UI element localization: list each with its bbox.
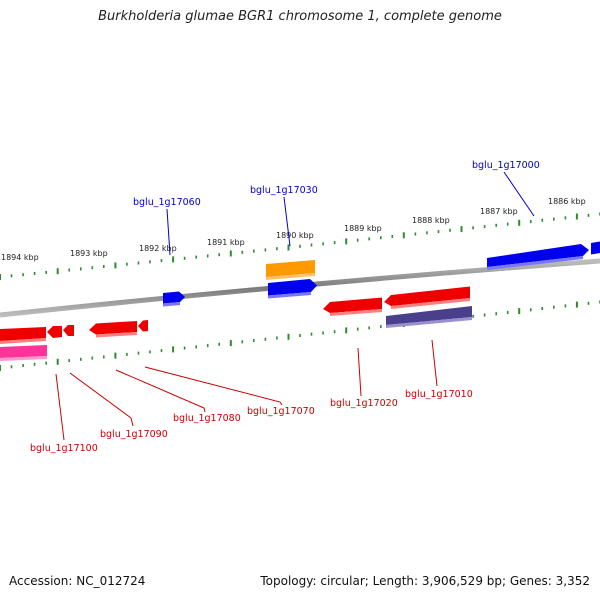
leader-line — [283, 196, 291, 247]
leader-line — [357, 347, 362, 397]
gene-shadow — [386, 317, 472, 328]
gene-shadow — [391, 298, 470, 309]
gene-shadow — [330, 309, 382, 316]
gene-shadow — [96, 332, 137, 338]
leader-line — [55, 373, 65, 441]
gene-orange-1890[interactable] — [266, 260, 315, 277]
gene-pink-1g17100[interactable] — [0, 345, 47, 358]
gene-bglu-1g17030[interactable] — [268, 279, 317, 296]
scale-label-1892: 1892 kbp — [139, 244, 177, 253]
leader-line — [166, 208, 171, 256]
gene-bglu-1g17060[interactable] — [163, 291, 185, 304]
gene-label-bglu-1g17060[interactable]: bglu_1g17060 — [133, 197, 201, 208]
leader-line — [144, 366, 283, 406]
leader-line — [69, 372, 134, 427]
gene-bglu-1g17100[interactable] — [0, 327, 46, 341]
gene-blue-edge[interactable] — [591, 241, 600, 255]
map-title: Burkholderia glumae BGR1 chromosome 1, c… — [98, 9, 502, 24]
reverse-leaders — [55, 339, 438, 441]
gene-label-bglu-1g17030[interactable]: bglu_1g17030 — [250, 185, 318, 196]
gene-bglu-1g17010[interactable] — [384, 286, 470, 307]
forward-genes — [163, 241, 600, 307]
gene-shadow — [268, 292, 311, 299]
gene-bglu-1g17020[interactable] — [323, 297, 382, 314]
gene-bglu-1g17090b[interactable] — [63, 325, 74, 336]
reverse-genes — [0, 286, 472, 361]
scale-label-1890: 1890 kbp — [276, 231, 314, 240]
gene-shadow — [487, 256, 583, 270]
reverse-gene-labels: bglu_1g17100 bglu_1g17090 bglu_1g17080 b… — [30, 389, 473, 454]
leader-line — [503, 171, 535, 217]
leader-line — [431, 339, 438, 387]
scale-label-1887: 1887 kbp — [480, 207, 518, 216]
gene-purple-1g17010[interactable] — [386, 306, 472, 325]
gene-bglu-1g17070[interactable] — [138, 320, 148, 332]
accession-text: Accession: NC_012724 — [9, 574, 146, 588]
gene-label-bglu-1g17080[interactable]: bglu_1g17080 — [173, 413, 241, 424]
gene-bglu-1g17090[interactable] — [47, 326, 62, 338]
scale-labels: 1894 kbp 1893 kbp 1892 kbp 1891 kbp 1890… — [1, 197, 586, 262]
scale-label-1886: 1886 kbp — [548, 197, 586, 206]
forward-gene-labels: bglu_1g17060 bglu_1g17030 bglu_1g17000 — [133, 160, 540, 208]
genome-summary-text: Topology: circular; Length: 3,906,529 bp… — [260, 574, 590, 588]
forward-leaders — [166, 171, 535, 256]
gene-shadow — [0, 338, 46, 344]
gene-label-bglu-1g17100[interactable]: bglu_1g17100 — [30, 443, 98, 454]
gene-label-bglu-1g17090[interactable]: bglu_1g17090 — [100, 429, 168, 440]
scale-label-1891: 1891 kbp — [207, 238, 245, 247]
scale-ticks-bottom — [0, 300, 600, 371]
gene-bglu-1g17000[interactable] — [487, 244, 589, 267]
leader-line — [115, 369, 206, 413]
scale-label-1889: 1889 kbp — [344, 224, 382, 233]
gene-label-bglu-1g17020[interactable]: bglu_1g17020 — [330, 398, 398, 409]
gene-shadow — [266, 273, 315, 280]
gene-label-bglu-1g17070[interactable]: bglu_1g17070 — [247, 406, 315, 417]
gene-label-bglu-1g17010[interactable]: bglu_1g17010 — [405, 389, 473, 400]
scale-ticks-top — [0, 212, 600, 280]
gene-shadow — [163, 302, 180, 307]
gene-bglu-1g17080[interactable] — [89, 321, 137, 335]
gene-shadow — [0, 356, 47, 361]
gene-label-bglu-1g17000[interactable]: bglu_1g17000 — [472, 160, 540, 171]
scale-label-1894: 1894 kbp — [1, 253, 39, 262]
scale-label-1888: 1888 kbp — [412, 216, 450, 225]
scale-label-1893: 1893 kbp — [70, 249, 108, 258]
